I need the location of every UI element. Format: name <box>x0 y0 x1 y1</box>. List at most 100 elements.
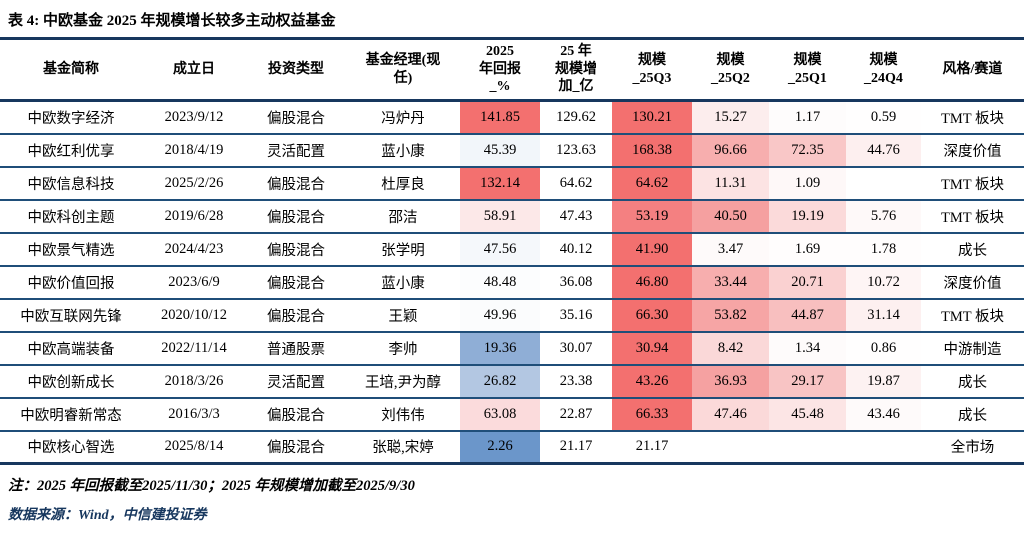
cell-add25: 22.87 <box>559 405 593 422</box>
cell-manager: 冯炉丹 <box>381 110 425 127</box>
cell-style: TMT 板块 <box>941 176 1004 193</box>
cell-date: 2022/11/14 <box>161 339 227 356</box>
table-row: 中欧价值回报 2023/6/9 偏股混合 蓝小康 48.48 36.08 46.80 33.4… <box>0 265 1024 299</box>
cell-style: TMT 板块 <box>941 110 1004 127</box>
column-header-ret2025: 2025 年回报 _% <box>479 44 521 95</box>
cell-type: 偏股混合 <box>267 407 325 424</box>
cell-q4: 31.14 <box>846 298 921 332</box>
cell-date: 2024/4/23 <box>164 240 224 257</box>
cell-q4: 0.86 <box>846 331 921 365</box>
column-header-manager: 基金经理(现 任) <box>365 53 441 86</box>
cell-name: 中欧红利优享 <box>27 143 115 160</box>
cell-date: 2016/3/3 <box>168 405 220 422</box>
cell-q2: 53.82 <box>692 298 769 332</box>
cell-style: TMT 板块 <box>941 308 1004 325</box>
cell-type: 偏股混合 <box>267 308 325 325</box>
cell-ret2025: 26.82 <box>460 364 540 398</box>
cell-q2: 11.31 <box>692 166 769 200</box>
cell-type: 灵活配置 <box>267 374 325 391</box>
cell-name: 中欧核心智选 <box>27 440 115 457</box>
cell-type: 偏股混合 <box>267 242 325 259</box>
cell-q4: 44.76 <box>846 133 921 167</box>
column-header-q3: 规模 _25Q3 <box>632 53 672 86</box>
cell-q4 <box>846 431 921 464</box>
cell-q2: 36.93 <box>692 364 769 398</box>
cell-q4: 19.87 <box>846 364 921 398</box>
cell-q2: 96.66 <box>692 133 769 167</box>
cell-name: 中欧科创主题 <box>27 209 115 226</box>
column-header-name: 基金简称 <box>43 61 99 77</box>
cell-q2: 3.47 <box>692 232 769 266</box>
cell-manager: 张聪,宋婷 <box>372 440 434 457</box>
cell-ret2025: 47.56 <box>460 232 540 266</box>
column-header-type: 投资类型 <box>268 61 324 77</box>
cell-q1: 1.09 <box>769 166 846 200</box>
column-header-q1: 规模 _25Q1 <box>788 53 827 86</box>
cell-style: 成长 <box>958 242 987 259</box>
table-row: 中欧高端装备 2022/11/14 普通股票 李帅 19.36 30.07 30.94 8.4… <box>0 331 1024 365</box>
cell-type: 偏股混合 <box>267 275 325 292</box>
cell-type: 偏股混合 <box>267 110 325 127</box>
cell-q4: 0.59 <box>846 100 921 134</box>
cell-date: 2020/10/12 <box>160 306 228 323</box>
cell-add25: 36.08 <box>559 273 593 290</box>
cell-name: 中欧数字经济 <box>27 110 115 127</box>
cell-q4: 43.46 <box>846 397 921 431</box>
cell-manager: 蓝小康 <box>381 143 425 160</box>
cell-name: 中欧景气精选 <box>27 242 115 259</box>
cell-q4: 10.72 <box>846 265 921 299</box>
cell-q1: 44.87 <box>769 298 846 332</box>
cell-q3: 21.17 <box>635 438 669 455</box>
cell-q4: 5.76 <box>846 199 921 233</box>
cell-q1: 1.17 <box>769 100 846 134</box>
cell-ret2025: 48.48 <box>460 265 540 299</box>
cell-type: 普通股票 <box>267 341 325 358</box>
cell-q3: 46.80 <box>612 265 692 299</box>
table-row: 中欧信息科技 2025/2/26 偏股混合 杜厚良 132.14 64.62 64.62 11… <box>0 166 1024 200</box>
cell-q2: 33.44 <box>692 265 769 299</box>
cell-q3: 43.26 <box>612 364 692 398</box>
cell-ret2025: 141.85 <box>460 100 540 134</box>
cell-date: 2018/4/19 <box>164 141 224 158</box>
cell-manager: 杜厚良 <box>381 176 425 193</box>
column-header-add25: 25 年 规模增 加_亿 <box>555 44 597 95</box>
cell-manager: 王颖 <box>388 308 418 325</box>
cell-manager: 王培,尹为醇 <box>364 374 442 391</box>
column-header-q4: 规模 _24Q4 <box>864 53 903 86</box>
cell-ret2025: 132.14 <box>460 166 540 200</box>
cell-manager: 邵洁 <box>388 209 418 226</box>
cell-q1: 29.17 <box>769 364 846 398</box>
cell-q1 <box>769 431 846 464</box>
cell-q1: 45.48 <box>769 397 846 431</box>
cell-q4: 1.78 <box>846 232 921 266</box>
cell-date: 2019/6/28 <box>164 207 224 224</box>
cell-type: 偏股混合 <box>267 440 325 457</box>
cell-ret2025: 19.36 <box>460 331 540 365</box>
cell-name: 中欧高端装备 <box>27 341 115 358</box>
cell-add25: 30.07 <box>559 339 593 356</box>
cell-add25: 129.62 <box>556 108 596 125</box>
cell-date: 2023/6/9 <box>168 273 220 290</box>
cell-ret2025: 58.91 <box>460 199 540 233</box>
cell-style: 全市场 <box>950 440 995 457</box>
cell-name: 中欧信息科技 <box>27 176 115 193</box>
cell-ret2025: 45.39 <box>460 133 540 167</box>
cell-style: 中游制造 <box>943 341 1002 358</box>
column-header-q2: 规模 _25Q2 <box>711 53 750 86</box>
source-line: 数据来源：Wind，中信建投证券 <box>8 508 207 523</box>
cell-q3: 66.33 <box>612 397 692 431</box>
cell-style: 深度价值 <box>943 143 1002 160</box>
cell-date: 2025/8/14 <box>164 438 224 455</box>
cell-add25: 64.62 <box>559 174 593 191</box>
table-row: 中欧科创主题 2019/6/28 偏股混合 邵洁 58.91 47.43 53.19 40.5… <box>0 199 1024 233</box>
cell-style: TMT 板块 <box>941 209 1004 226</box>
cell-q1: 19.19 <box>769 199 846 233</box>
table-title: 表 4: 中欧基金 2025 年规模增长较多主动权益基金 <box>8 13 336 29</box>
cell-add25: 23.38 <box>559 372 593 389</box>
column-header-style: 风格/赛道 <box>942 61 1003 77</box>
cell-q2: 15.27 <box>692 100 769 134</box>
table-row: 中欧红利优享 2018/4/19 灵活配置 蓝小康 45.39 123.63 168.38 9… <box>0 133 1024 167</box>
cell-name: 中欧互联网先锋 <box>20 308 122 325</box>
cell-q1: 1.34 <box>769 331 846 365</box>
